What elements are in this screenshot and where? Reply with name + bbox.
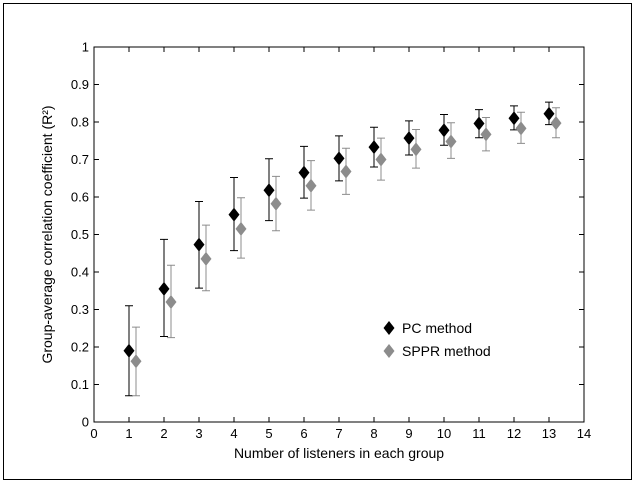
pc-method-marker [298, 165, 310, 180]
pc-method-marker [508, 111, 520, 126]
x-tick-label: 10 [437, 426, 451, 441]
x-tick-label: 7 [335, 426, 342, 441]
pc-method-marker [263, 183, 275, 198]
pc-method-marker [368, 140, 380, 155]
sppr-method-marker [375, 152, 387, 167]
y-axis-ticks: 0 0.1 0.2 0.3 0.4 0.5 0.6 0.7 0.8 0.9 1 [71, 40, 584, 430]
x-tick-label: 12 [507, 426, 521, 441]
x-tick-label: 3 [195, 426, 202, 441]
pc-method-marker [228, 207, 240, 222]
y-tick-label: 0.2 [71, 340, 89, 355]
sppr-method-marker [515, 121, 527, 136]
y-tick-label: 0.9 [71, 77, 89, 92]
figure-border [3, 3, 632, 480]
sppr-method-marker [340, 164, 352, 179]
pc-method-marker [543, 106, 555, 121]
sppr-method-marker [445, 134, 457, 149]
x-axis-label: Number of listeners in each group [234, 445, 444, 461]
pc-method-marker [438, 123, 450, 138]
y-tick-label: 0.6 [71, 190, 89, 205]
y-tick-label: 0.4 [71, 265, 89, 280]
pc-method-marker [333, 151, 345, 166]
pc-method-marker [123, 343, 135, 358]
pc-method-marker [158, 281, 170, 296]
pc-method-marker [193, 237, 205, 252]
legend-sppr-method-marker [383, 344, 395, 358]
x-tick-label: 6 [300, 426, 307, 441]
y-tick-label: 0 [82, 415, 89, 430]
sppr-method-marker [200, 251, 212, 266]
x-tick-label: 2 [160, 426, 167, 441]
x-tick-label: 14 [577, 426, 591, 441]
sppr-method-marker [130, 354, 142, 369]
y-tick-label: 0.7 [71, 152, 89, 167]
y-tick-label: 0.8 [71, 115, 89, 130]
y-axis-label: Group-average correlation coefficient (R… [39, 105, 55, 363]
legend-pc-method-label: PC method [402, 320, 472, 336]
x-tick-label: 5 [265, 426, 272, 441]
sppr-method-marker [410, 142, 422, 157]
sppr-method-marker [235, 221, 247, 236]
sppr-method-marker [270, 196, 282, 211]
sppr-method-marker [480, 127, 492, 142]
sppr-method-marker [165, 295, 177, 309]
x-tick-label: 1 [125, 426, 132, 441]
sppr-method-marker [305, 178, 317, 193]
pc-method-marker [403, 131, 415, 146]
x-tick-label: 11 [472, 426, 486, 441]
y-tick-label: 1 [82, 40, 89, 55]
pc-method-marker [473, 116, 485, 131]
x-tick-label: 8 [370, 426, 377, 441]
plot-area: 0 1 2 3 4 5 6 7 8 9 10 11 12 13 14 00.10.20.30.40.50.6… [71, 40, 591, 442]
y-tick-label: 0.1 [71, 377, 89, 392]
y-tick-label: 0.5 [71, 227, 89, 242]
x-tick-label: 4 [230, 426, 237, 441]
legend-pc-method-marker [383, 321, 395, 335]
y-tick-label: 0.3 [71, 302, 89, 317]
legend-sppr-method-label: SPPR method [402, 343, 491, 359]
x-tick-label: 9 [405, 426, 412, 441]
sppr-method-marker [550, 116, 562, 131]
x-tick-label: 0 [90, 426, 97, 441]
x-tick-label: 13 [542, 426, 556, 441]
x-axis-ticks: 0 1 2 3 4 5 6 7 8 9 10 11 12 13 14 [90, 47, 591, 441]
legend: PC method SPPR method [383, 320, 491, 359]
data-markers [123, 106, 562, 369]
